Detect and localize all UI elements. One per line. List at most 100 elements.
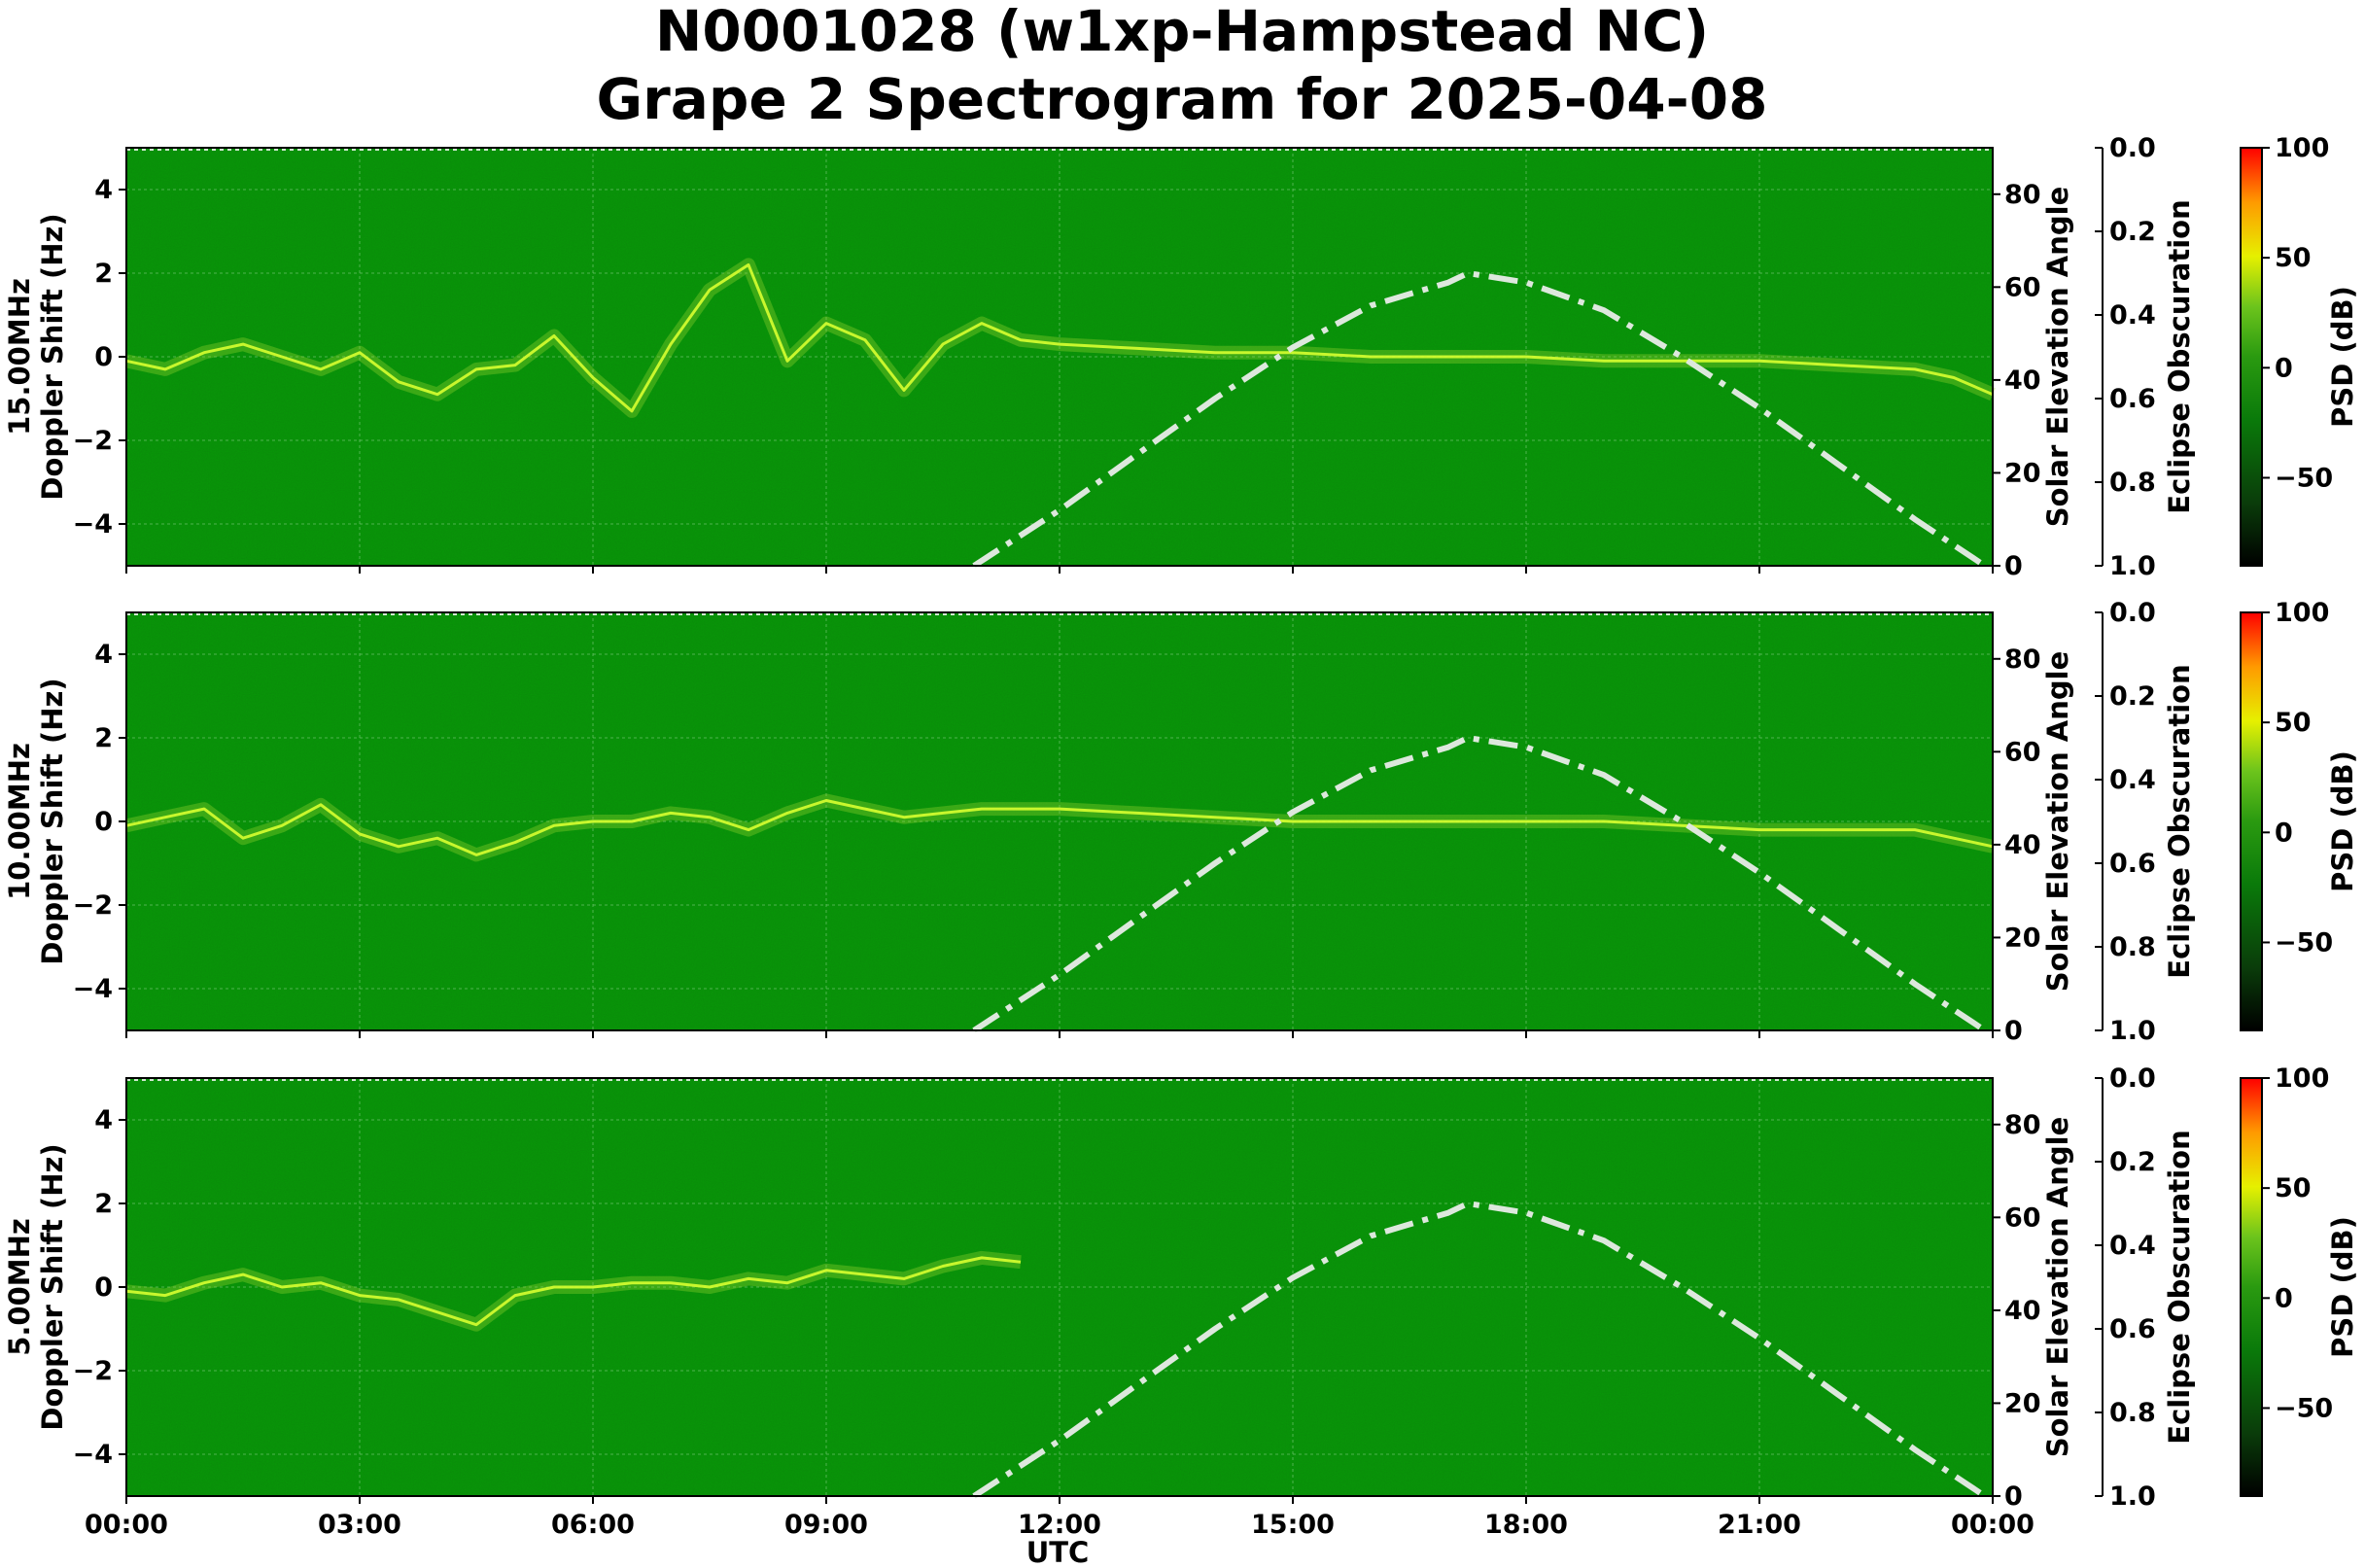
eclipse-obscuration-label: Eclipse Obscuration [2163, 199, 2196, 513]
solar-tick-label: 40 [2004, 366, 2041, 396]
solar-elevation-label: Solar Elevation Angle [2041, 187, 2074, 528]
solar-tick-label: 20 [2004, 923, 2041, 953]
colorbar [2240, 147, 2263, 567]
y-tick-label: 2 [94, 723, 113, 753]
figure-title-line1: N0001028 (w1xp-Hampstead NC) [655, 0, 1709, 64]
y-tick-label: 0 [94, 342, 113, 372]
eclipse-tick-label: 0.4 [2109, 765, 2156, 795]
eclipse-obscuration-label: Eclipse Obscuration [2163, 1130, 2196, 1444]
spectrogram-panel: 420−2−410.00MHz Doppler Shift (Hz)8060402… [3, 598, 2359, 1046]
solar-elevation-label: Solar Elevation Angle [2041, 1117, 2074, 1458]
colorbar-tick-label: 100 [2275, 1063, 2329, 1094]
eclipse-tick-label: 1.0 [2109, 551, 2156, 581]
doppler-trace [125, 799, 1994, 856]
spectrogram-panel: 420−2−45.00MHz Doppler Shift (Hz)80604020… [3, 1063, 2359, 1540]
solar-elevation-curve [972, 270, 1987, 569]
eclipse-tick-label: 0.2 [2109, 681, 2156, 712]
x-tick-label: 15:00 [1251, 1510, 1335, 1540]
panels: 420−2−415.00MHz Doppler Shift (Hz)8060402… [3, 133, 2359, 1540]
doppler-trace [125, 262, 1994, 413]
y-tick-label: 0 [94, 807, 113, 837]
colorbar-tick-label: −50 [2275, 927, 2333, 958]
y-tick-label: −2 [73, 890, 113, 921]
x-tick-label: 18:00 [1484, 1510, 1568, 1540]
x-axis-label: UTC [1026, 1536, 1090, 1568]
eclipse-tick-label: 0.4 [2109, 300, 2156, 331]
x-tick-label: 00:00 [1951, 1510, 2035, 1540]
solar-tick-label: 40 [2004, 1296, 2041, 1326]
solar-tick-label: 40 [2004, 830, 2041, 860]
colorbar-tick-label: 0 [2275, 353, 2293, 383]
y-axis-label: Doppler Shift (Hz) [36, 678, 69, 964]
y-tick-label: 2 [94, 1189, 113, 1219]
colorbar-tick-label: −50 [2275, 1393, 2333, 1423]
colorbar-tick-label: 50 [2275, 243, 2312, 273]
solar-elevation-curve [972, 735, 1987, 1033]
solar-tick-label: 20 [2004, 458, 2041, 488]
doppler-trace [125, 1256, 1022, 1327]
eclipse-tick-label: 0.8 [2109, 468, 2156, 498]
eclipse-tick-label: 0.0 [2109, 598, 2156, 628]
colorbar-tick-label: 0 [2275, 818, 2293, 848]
y-axis-label: Doppler Shift (Hz) [36, 213, 69, 500]
colorbar-tick-label: 50 [2275, 708, 2312, 738]
x-tick-label: 12:00 [1018, 1510, 1101, 1540]
eclipse-tick-label: 0.8 [2109, 1398, 2156, 1428]
solar-tick-label: 0 [2004, 551, 2023, 581]
eclipse-tick-label: 1.0 [2109, 1481, 2156, 1512]
y-tick-label: 0 [94, 1272, 113, 1303]
eclipse-tick-label: 0.0 [2109, 133, 2156, 163]
x-tick-label: 09:00 [784, 1510, 868, 1540]
colorbar-tick-label: 50 [2275, 1173, 2312, 1203]
figure-title-line2: Grape 2 Spectrogram for 2025-04-08 [597, 66, 1768, 132]
colorbar-label: PSD (dB) [2326, 1216, 2359, 1358]
colorbar [2240, 611, 2263, 1031]
x-tick-label: 21:00 [1718, 1510, 1801, 1540]
x-tick-label: 06:00 [551, 1510, 635, 1540]
solar-elevation-curve [972, 1201, 1987, 1499]
eclipse-tick-label: 1.0 [2109, 1016, 2156, 1046]
colorbar-tick-label: −50 [2275, 463, 2333, 493]
y-tick-label: 2 [94, 259, 113, 289]
colorbar-label: PSD (dB) [2326, 750, 2359, 892]
panel-frequency-label: 15.00MHz [3, 278, 36, 436]
y-tick-label: 4 [94, 175, 113, 205]
x-tick-label: 03:00 [318, 1510, 401, 1540]
eclipse-tick-label: 0.2 [2109, 217, 2156, 247]
eclipse-tick-label: 0.6 [2109, 384, 2156, 414]
y-tick-label: −4 [73, 1440, 113, 1470]
eclipse-tick-label: 0.4 [2109, 1231, 2156, 1261]
x-tick-label: 00:00 [85, 1510, 168, 1540]
solar-tick-label: 0 [2004, 1481, 2023, 1512]
colorbar [2240, 1077, 2263, 1497]
panel-frequency-label: 10.00MHz [3, 743, 36, 900]
panel-frequency-label: 5.00MHz [3, 1218, 36, 1356]
solar-tick-label: 60 [2004, 272, 2041, 302]
y-tick-label: 4 [94, 1105, 113, 1135]
y-tick-label: −4 [73, 974, 113, 1004]
y-axis-label: Doppler Shift (Hz) [36, 1143, 69, 1430]
solar-tick-label: 80 [2004, 645, 2041, 675]
solar-elevation-label: Solar Elevation Angle [2041, 651, 2074, 993]
y-tick-label: −2 [73, 1356, 113, 1386]
solar-tick-label: 60 [2004, 1202, 2041, 1233]
y-tick-label: 4 [94, 640, 113, 670]
solar-tick-label: 60 [2004, 737, 2041, 767]
solar-tick-label: 80 [2004, 180, 2041, 210]
spectrogram-panel: 420−2−415.00MHz Doppler Shift (Hz)8060402… [3, 133, 2359, 581]
y-tick-label: −4 [73, 509, 113, 540]
solar-tick-label: 20 [2004, 1388, 2041, 1418]
colorbar-tick-label: 100 [2275, 598, 2329, 628]
eclipse-tick-label: 0.6 [2109, 1314, 2156, 1344]
eclipse-obscuration-label: Eclipse Obscuration [2163, 664, 2196, 978]
colorbar-tick-label: 0 [2275, 1283, 2293, 1313]
colorbar-tick-label: 100 [2275, 133, 2329, 163]
y-tick-label: −2 [73, 426, 113, 456]
eclipse-tick-label: 0.2 [2109, 1147, 2156, 1177]
solar-tick-label: 0 [2004, 1016, 2023, 1046]
solar-tick-label: 80 [2004, 1110, 2041, 1140]
eclipse-tick-label: 0.0 [2109, 1063, 2156, 1094]
eclipse-tick-label: 0.6 [2109, 849, 2156, 879]
colorbar-label: PSD (dB) [2326, 286, 2359, 428]
